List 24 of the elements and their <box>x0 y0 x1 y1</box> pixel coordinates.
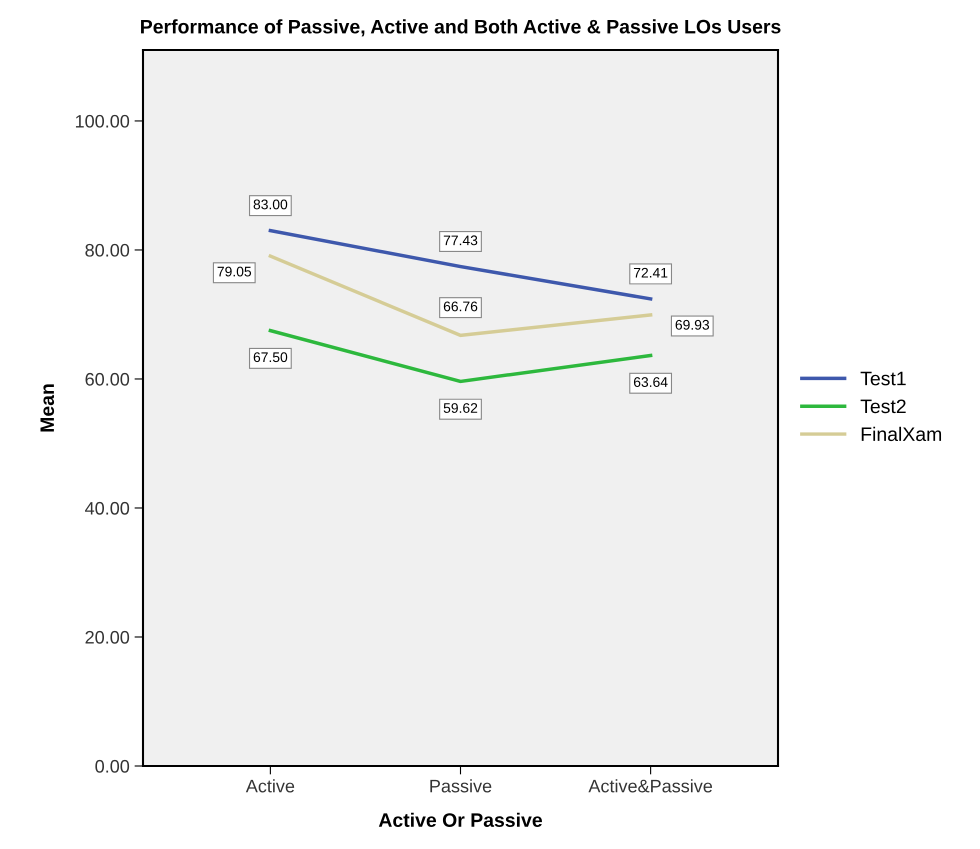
y-axis-title: Mean <box>40 384 54 432</box>
data-label: 67.50 <box>254 352 288 362</box>
x-tick-label: Passive <box>430 779 492 792</box>
data-label: 63.64 <box>634 377 668 387</box>
y-tick-label: 100.00 <box>76 114 130 128</box>
legend-label: FinalXam <box>862 426 942 442</box>
data-label: 59.62 <box>444 403 478 413</box>
y-tick-label: 0.00 <box>95 760 130 773</box>
legend-label: Test1 <box>860 372 906 386</box>
y-tick-label: 60.00 <box>86 372 130 386</box>
y-tick-label: 20.00 <box>86 630 130 644</box>
x-tick-label: Active&Passive <box>588 779 712 792</box>
x-axis-title: Active Or Passive <box>378 812 542 827</box>
data-label: 83.00 <box>254 200 288 210</box>
data-label: 79.05 <box>218 266 252 276</box>
x-tick-label: Active <box>246 779 294 792</box>
chart-title: Performance of Passive, Active and Both Active & Passive LOs Users <box>141 19 780 36</box>
data-label: 66.76 <box>444 301 478 312</box>
y-tick-label: 80.00 <box>85 244 130 257</box>
data-label: 72.41 <box>634 268 668 278</box>
data-label: 69.93 <box>676 320 710 330</box>
data-label: 77.43 <box>444 235 478 246</box>
y-tick-label: 40.00 <box>85 502 130 515</box>
legend-label: Test2 <box>860 399 906 414</box>
